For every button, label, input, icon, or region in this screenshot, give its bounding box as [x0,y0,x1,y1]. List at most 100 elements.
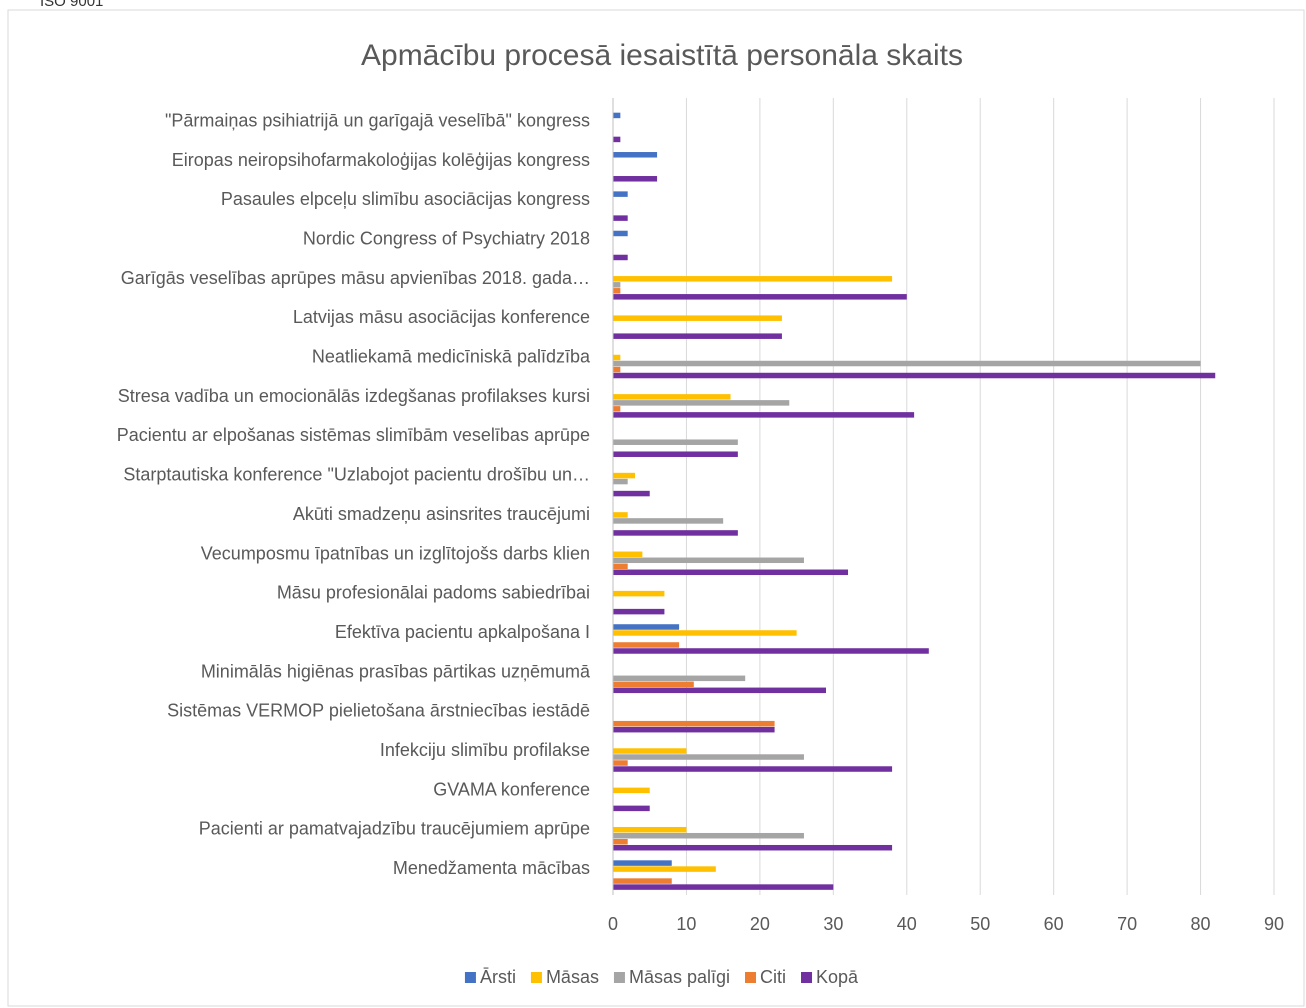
legend-swatch [464,972,476,983]
bar [613,878,672,884]
y-tick-label: Vecumposmu īpatnības un izglītojošs darb… [201,543,590,563]
bar [613,315,782,321]
bar [613,354,621,361]
y-tick-label: Neatliekamā medicīniskā palīdzība [312,347,591,367]
x-tick-label: 30 [823,914,843,934]
bar [613,394,731,400]
bar [613,530,738,536]
bar [613,608,665,615]
x-tick-label: 90 [1264,914,1284,934]
y-tick-label: Stresa vadība un emocionālās izdegšanas … [118,386,590,406]
bar [613,512,628,518]
y-tick-label: Latvijas māsu asociācijas konference [293,307,590,327]
y-tick-label: Māsu profesionālai padoms sabiedrībai [277,583,590,603]
bar [613,472,636,479]
legend-label: Kopā [816,967,859,987]
bar [613,406,621,412]
bar [613,748,687,754]
bar [613,826,687,833]
bar [613,687,826,694]
bar [613,230,628,237]
bar [613,112,621,119]
bar [613,478,628,485]
bar [613,518,724,524]
y-tick-label: Minimālās higiēnas prasības pārtikas uzņ… [201,661,591,681]
bar [613,726,775,733]
x-tick-label: 80 [1191,914,1211,934]
bar [613,884,834,890]
chart-title: Apmācību procesā iesaistītā personāla sk… [361,39,963,72]
bar [613,838,628,845]
bar [613,624,680,630]
y-tick-label: Efektīva pacientu apkalpošana I [335,622,590,642]
bar [613,681,694,688]
bar [613,866,716,872]
bar [613,451,738,457]
bar [613,642,680,648]
y-tick-label: GVAMA konference [433,779,590,799]
legend-swatch [745,972,757,983]
x-tick-label: 60 [1044,914,1064,934]
legend-label: Ārsti [480,967,516,987]
bar [613,760,628,766]
legend-swatch [530,972,542,983]
bar [613,282,621,288]
y-tick-label: Eiropas neiropsihofarmakoloģijas kolēģij… [172,150,590,170]
y-tick-label: Sistēmas VERMOP pielietošana ārstniecība… [167,701,590,721]
bar [613,276,893,282]
bar [613,191,628,197]
y-tick-label: Pasaules elpceļu slimību asociācijas kon… [221,189,590,209]
bar [613,254,628,261]
bar [613,569,849,576]
bar [613,563,628,570]
legend-label: Māsas palīgi [629,967,730,987]
bar [613,860,672,866]
bar [613,294,907,300]
bar [613,557,804,564]
bar [613,152,658,158]
y-tick-label: Akūti smadzeņu asinsrites traucējumi [293,504,590,524]
bar [613,136,621,143]
y-tick-label: Garīgās veselības aprūpes māsu apvienība… [121,268,590,288]
y-tick-label: "Pārmaiņas psihiatrijā un garīgajā vesel… [165,110,590,130]
bar [613,439,738,445]
bar [613,590,665,597]
bar [613,832,804,839]
bar [613,675,746,682]
bar [613,766,893,772]
bar [613,372,1216,379]
bar [613,412,915,418]
bar [613,720,775,727]
bar [613,787,650,794]
y-tick-label: Starptautiska konference "Uzlabojot paci… [123,465,590,485]
bar [613,366,621,373]
bar [613,648,929,654]
y-tick-label: Nordic Congress of Psychiatry 2018 [303,228,590,248]
bar [613,630,797,636]
x-tick-label: 20 [750,914,770,934]
y-tick-label: Pacientu ar elpošanas sistēmas slimībām … [117,425,590,445]
bar [613,805,650,812]
y-tick-label: Pacienti ar pamatvajadzību traucējumiem … [199,819,590,839]
chart-border [7,9,1305,1007]
x-tick-label: 50 [970,914,990,934]
bar [613,844,893,851]
bar [613,333,782,339]
legend-swatch [613,972,625,983]
bar [613,176,658,182]
bar [613,215,628,221]
bar [613,754,804,760]
legend-label: Māsas [546,967,599,987]
bar [613,288,621,294]
x-tick-label: 40 [897,914,917,934]
bar [613,551,643,558]
x-tick-label: 70 [1117,914,1137,934]
legend-swatch [801,972,813,983]
logo-text: ISO 9001 [40,0,103,10]
y-tick-label: Menedžamenta mācības [393,858,590,878]
x-tick-label: 0 [608,914,618,934]
y-tick-label: Infekciju slimību profilakse [380,740,590,760]
bar [613,400,790,406]
